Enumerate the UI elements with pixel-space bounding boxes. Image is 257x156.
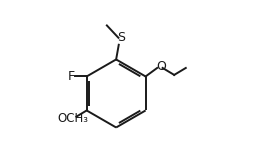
Text: O: O xyxy=(156,60,166,73)
Text: S: S xyxy=(117,31,125,44)
Text: OCH₃: OCH₃ xyxy=(57,112,88,125)
Text: F: F xyxy=(68,70,75,83)
